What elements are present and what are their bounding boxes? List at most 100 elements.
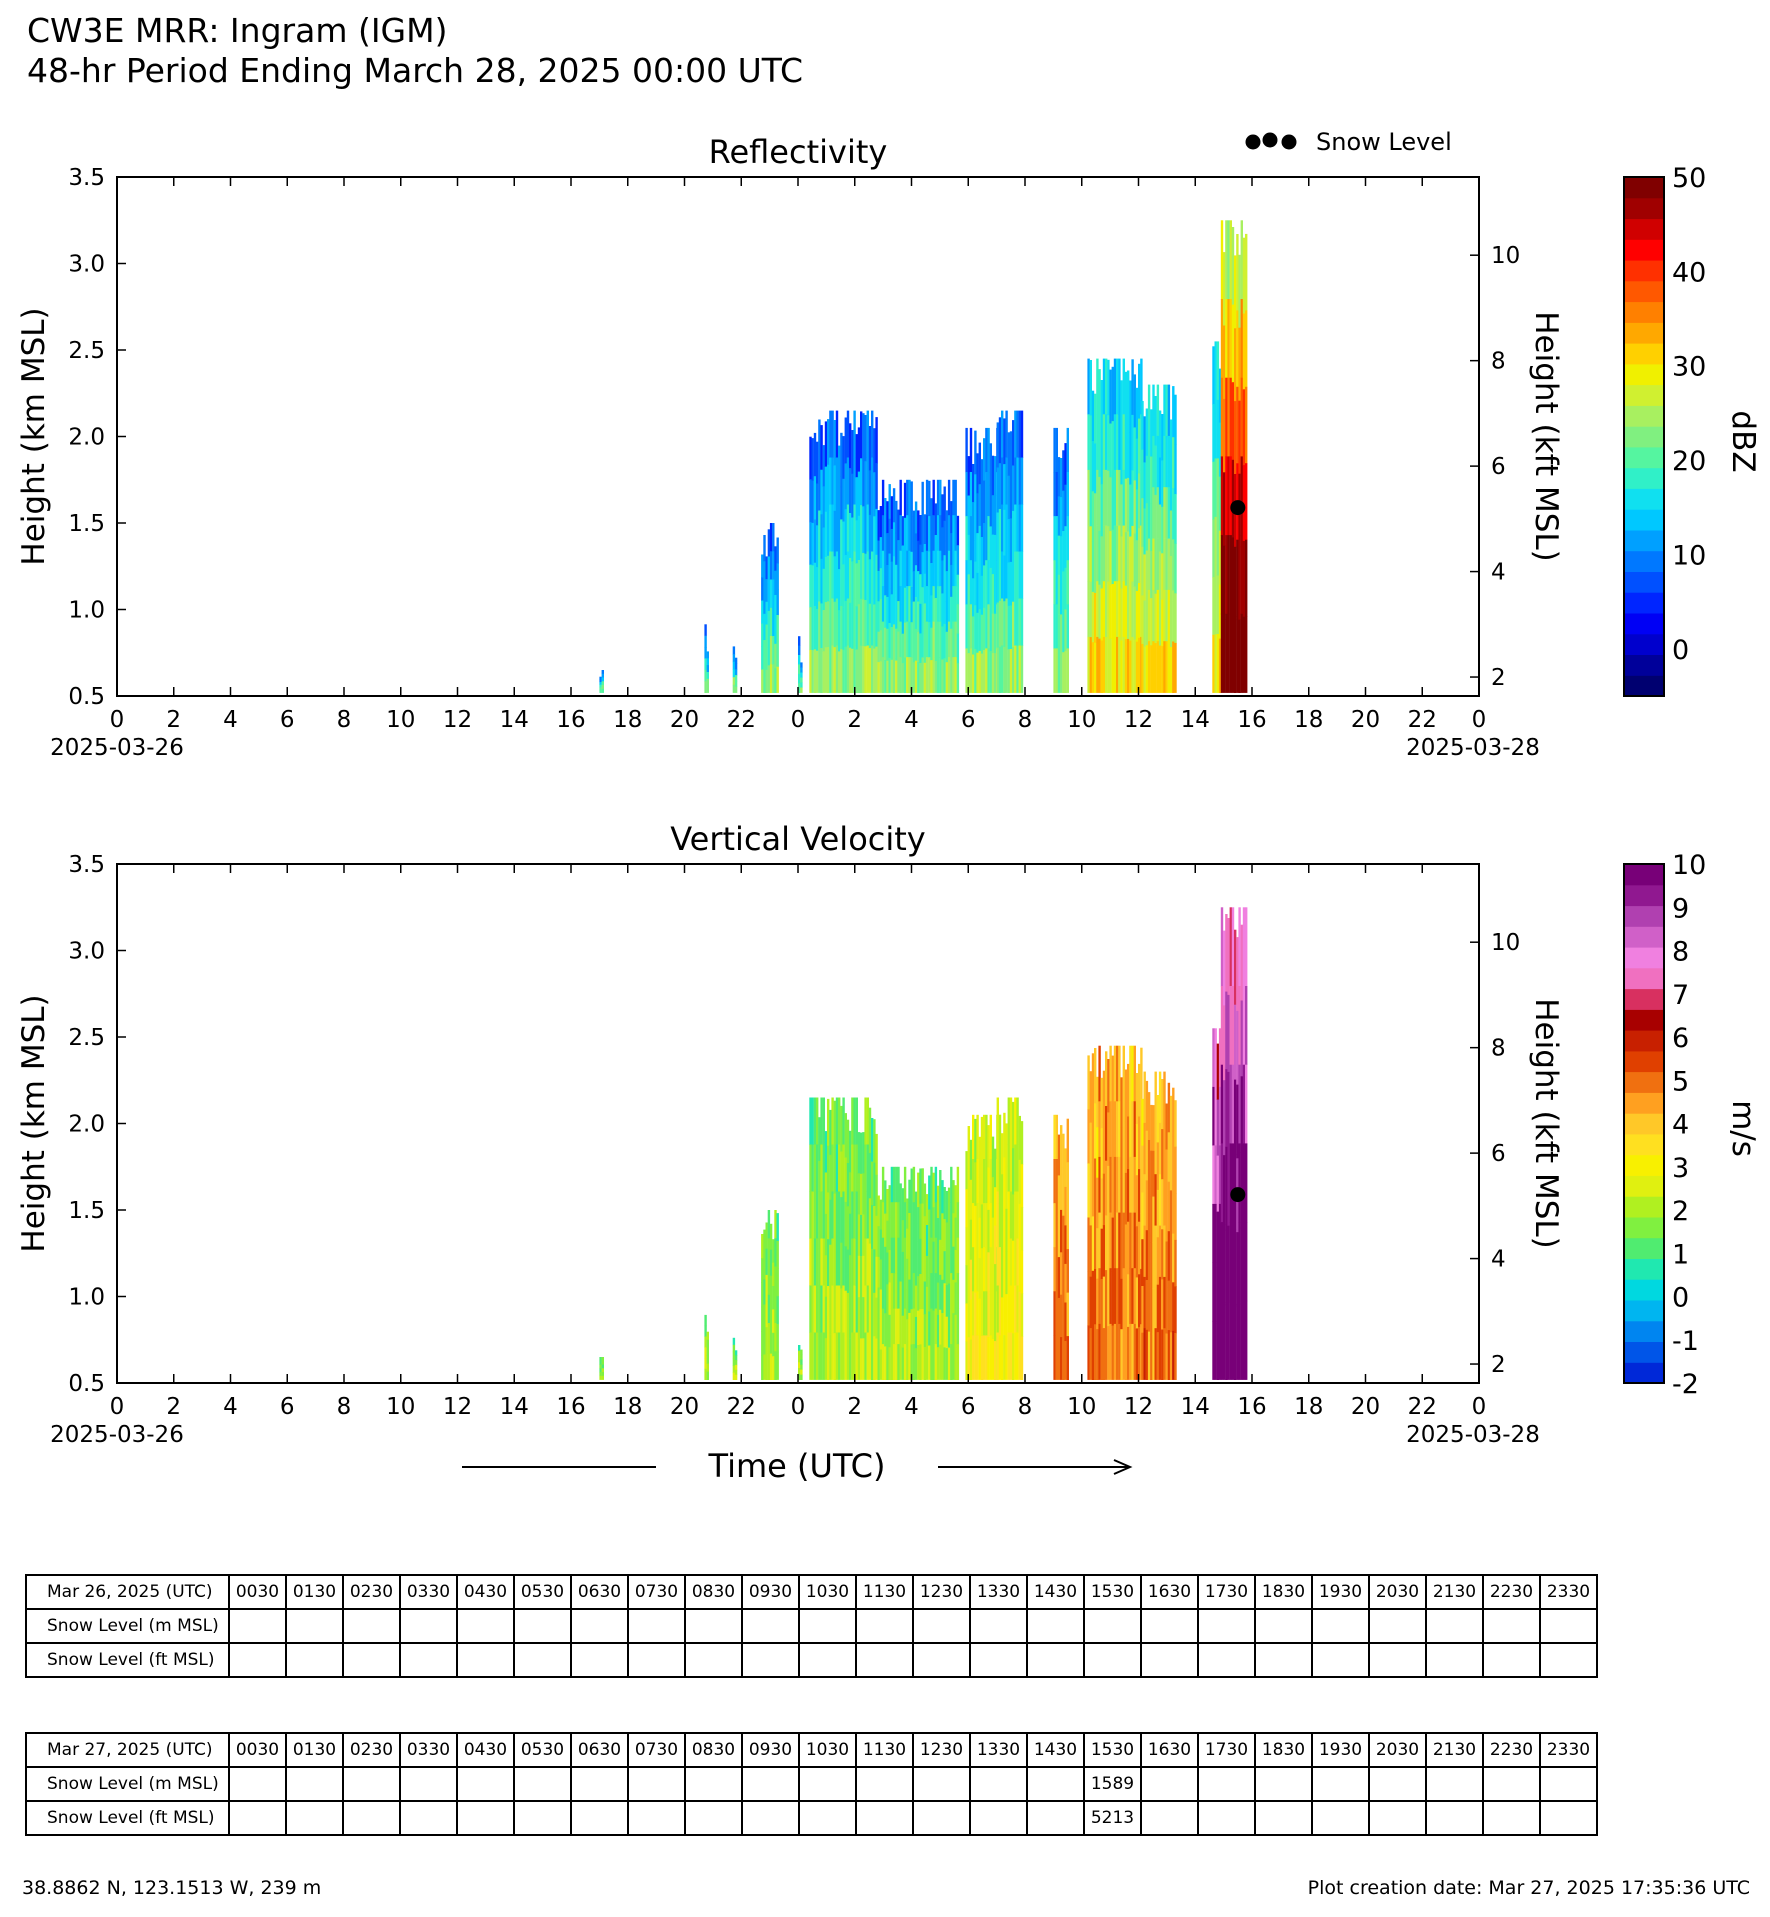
echo-cell bbox=[1001, 551, 1004, 599]
ytick-right-label: 10 bbox=[1491, 930, 1520, 956]
echo-data bbox=[599, 220, 1248, 693]
echo-cell bbox=[989, 651, 992, 693]
xtick-label: 14 bbox=[1181, 707, 1210, 733]
echo-cell bbox=[908, 1246, 911, 1280]
colorbar-tick-label: 5 bbox=[1672, 1066, 1689, 1097]
echo-cell bbox=[868, 1198, 872, 1244]
echo-cell bbox=[844, 1157, 847, 1203]
echo-cell bbox=[862, 552, 865, 600]
echo-cell bbox=[987, 427, 990, 473]
echo-cell bbox=[930, 1166, 933, 1203]
echo-cell bbox=[851, 1238, 854, 1286]
echo-cell bbox=[879, 599, 883, 631]
echo-cell bbox=[1141, 546, 1144, 596]
echo-cell bbox=[965, 1151, 968, 1190]
echo-cell bbox=[1214, 1262, 1217, 1322]
echo-cell bbox=[930, 1237, 933, 1274]
echo-cell bbox=[1220, 1064, 1224, 1144]
echo-cell bbox=[860, 1256, 863, 1298]
echo-cell bbox=[879, 661, 883, 693]
echo-cell bbox=[765, 1248, 768, 1276]
echo-cell bbox=[1096, 1177, 1099, 1229]
colorbar-swatch bbox=[1624, 947, 1664, 969]
echo-cell bbox=[917, 601, 920, 633]
echo-cell bbox=[1129, 432, 1132, 485]
echo-cell bbox=[860, 411, 863, 459]
echo-cell bbox=[838, 651, 841, 693]
echo-cell bbox=[1057, 496, 1061, 536]
echo-cell bbox=[1122, 581, 1125, 638]
echo-cell bbox=[994, 1187, 997, 1227]
echo-cell bbox=[846, 1336, 850, 1380]
echo-cell bbox=[1150, 1333, 1153, 1380]
echo-cell bbox=[881, 621, 885, 658]
echo-cell bbox=[767, 638, 771, 666]
echo-cell bbox=[888, 657, 891, 693]
echo-cell bbox=[910, 1203, 913, 1240]
colorbar-tick-label: 50 bbox=[1672, 163, 1706, 194]
legend-label: Snow Level bbox=[1316, 128, 1452, 156]
table-cell bbox=[285, 1766, 344, 1802]
echo-cell bbox=[1111, 638, 1114, 693]
echo-cell bbox=[1094, 1324, 1097, 1380]
table-time-header: 1430 bbox=[1026, 1732, 1085, 1768]
panel-title: Reflectivity bbox=[709, 133, 888, 171]
echo-cell bbox=[925, 1286, 929, 1319]
echo-cell bbox=[809, 522, 812, 565]
echo-cell bbox=[1060, 653, 1063, 693]
table-cell bbox=[1026, 1766, 1085, 1802]
echo-cell bbox=[1229, 456, 1232, 536]
echo-cell bbox=[965, 1227, 968, 1266]
echo-cell bbox=[983, 650, 986, 693]
echo-cell bbox=[994, 653, 997, 693]
colorbar-tick-label: 9 bbox=[1672, 893, 1689, 924]
echo-cell bbox=[884, 1346, 887, 1380]
echo-cell bbox=[1225, 377, 1228, 457]
echo-cell bbox=[1147, 538, 1151, 591]
echo-cell bbox=[829, 598, 832, 646]
echo-cell bbox=[947, 550, 951, 587]
echo-cell bbox=[1087, 1325, 1090, 1380]
echo-cell bbox=[921, 1344, 924, 1380]
echo-cell bbox=[1102, 1173, 1106, 1226]
echo-cell bbox=[1154, 1328, 1157, 1380]
echo-cell bbox=[954, 1217, 957, 1251]
echo-cell bbox=[822, 1238, 825, 1286]
echo-cell bbox=[846, 504, 850, 552]
echo-cell bbox=[1236, 937, 1239, 1012]
echo-cell bbox=[877, 510, 880, 541]
echo-cell bbox=[1018, 1335, 1021, 1380]
table-cell bbox=[1197, 1800, 1256, 1836]
echo-cell bbox=[945, 510, 949, 542]
echo-cell bbox=[996, 422, 999, 468]
echo-cell bbox=[851, 648, 854, 693]
echo-cell bbox=[851, 605, 854, 650]
echo-cell bbox=[811, 1144, 814, 1192]
echo-cell bbox=[1165, 435, 1168, 488]
ytick-left-label: 1.5 bbox=[68, 511, 105, 537]
echo-cell bbox=[914, 533, 918, 566]
xtick-label: 20 bbox=[1351, 1394, 1380, 1420]
echo-cell bbox=[763, 561, 766, 588]
echo-cell bbox=[939, 479, 942, 516]
echo-cell bbox=[873, 1249, 876, 1294]
echo-cell bbox=[1240, 1076, 1243, 1153]
echo-cell bbox=[831, 551, 834, 599]
echo-cell bbox=[1055, 1247, 1058, 1292]
echo-cell bbox=[846, 1163, 850, 1207]
echo-cell bbox=[899, 1183, 902, 1217]
colorbar-swatch bbox=[1624, 571, 1664, 593]
echo-cell bbox=[1055, 427, 1058, 473]
table-time-header: 2330 bbox=[1539, 1574, 1598, 1610]
echo-cell bbox=[965, 648, 968, 693]
echo-cell bbox=[1133, 1323, 1136, 1380]
echo-cell bbox=[980, 1204, 984, 1249]
echo-cell bbox=[1057, 574, 1061, 615]
echo-cell bbox=[798, 655, 801, 665]
echo-cell bbox=[1102, 1070, 1106, 1123]
echo-cell bbox=[1118, 1101, 1121, 1158]
echo-cell bbox=[734, 663, 738, 670]
echo-cell bbox=[1089, 415, 1092, 472]
echo-cell bbox=[1152, 641, 1155, 693]
echo-cell bbox=[972, 1247, 975, 1292]
